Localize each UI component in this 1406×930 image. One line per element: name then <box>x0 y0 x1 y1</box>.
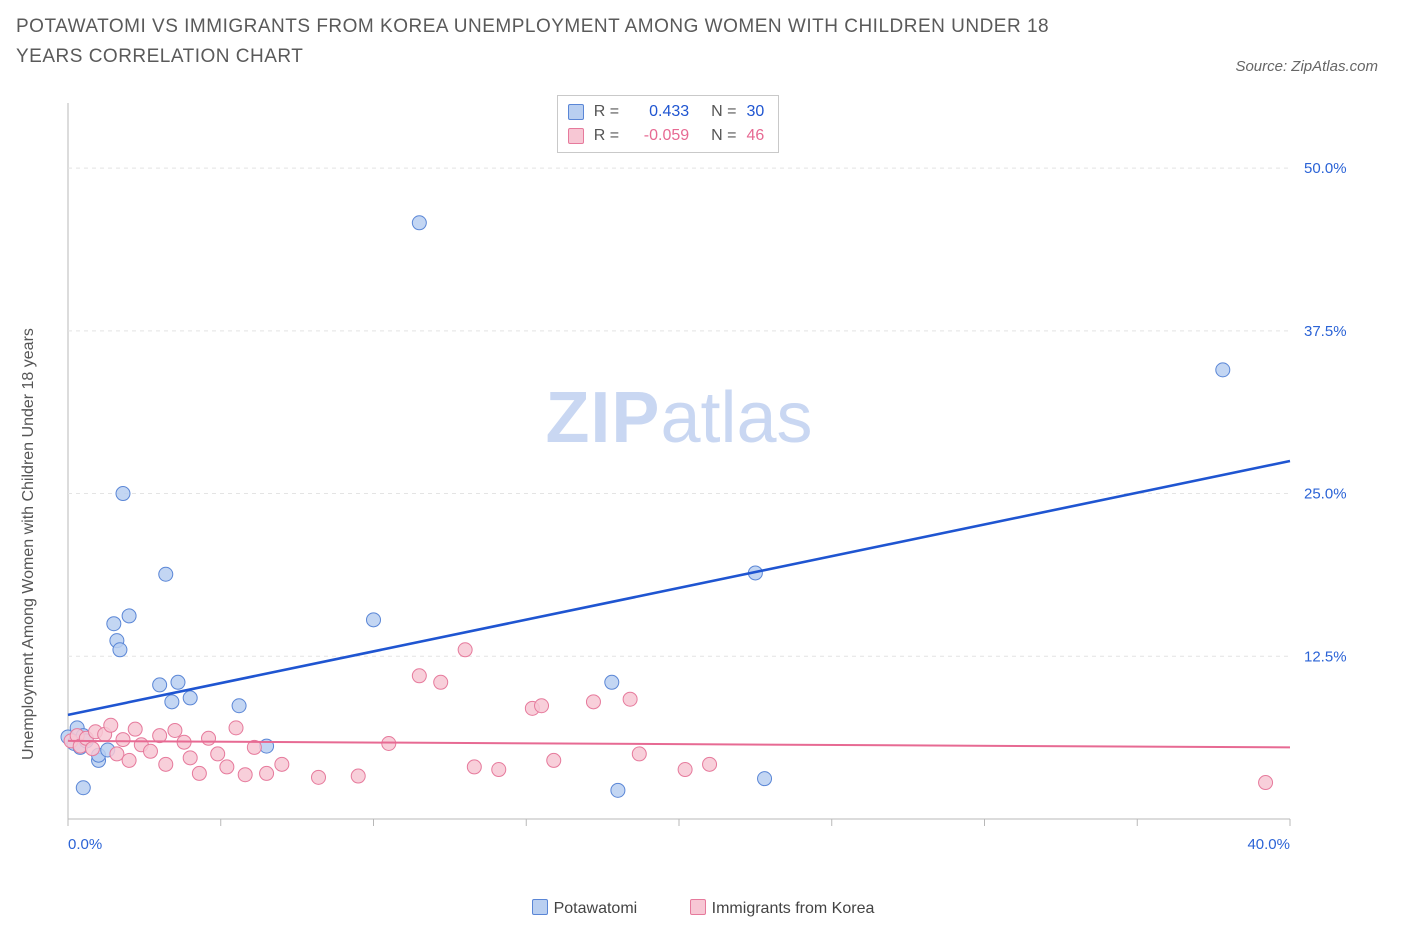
n-value-korea: 46 <box>746 124 764 148</box>
r-value-korea: -0.059 <box>629 124 689 148</box>
legend-label-korea: Immigrants from Korea <box>712 900 875 917</box>
svg-text:0.0%: 0.0% <box>68 836 102 853</box>
legend-row-potawatomi: R = 0.433 N = 30 <box>568 100 764 124</box>
legend-item-potawatomi: Potawatomi <box>532 900 642 917</box>
svg-text:12.5%: 12.5% <box>1304 648 1347 665</box>
series-legend: Potawatomi Immigrants from Korea <box>0 899 1406 918</box>
chart-svg: 0.0% 40.0% 12.5% 25.0% 37.5% 50.0% <box>60 95 1370 865</box>
correlation-legend: R = 0.433 N = 30 R = -0.059 N = 46 <box>557 95 779 153</box>
r-label: R = <box>594 100 619 124</box>
legend-item-korea: Immigrants from Korea <box>690 900 875 917</box>
n-label: N = <box>711 100 736 124</box>
svg-text:40.0%: 40.0% <box>1247 836 1290 853</box>
chart-title: POTAWATOMI VS IMMIGRANTS FROM KOREA UNEM… <box>16 12 1116 73</box>
swatch-korea <box>568 128 584 144</box>
swatch-korea <box>690 899 706 915</box>
legend-label-potawatomi: Potawatomi <box>554 900 638 917</box>
legend-row-korea: R = -0.059 N = 46 <box>568 124 764 148</box>
r-label: R = <box>594 124 619 148</box>
n-label: N = <box>711 124 736 148</box>
chart-plot-area: 0.0%40.0%12.5%25.0%37.5%50.0% ZIPatlas R… <box>60 95 1370 865</box>
svg-text:37.5%: 37.5% <box>1304 323 1347 340</box>
r-value-potawatomi: 0.433 <box>629 100 689 124</box>
svg-text:50.0%: 50.0% <box>1304 160 1347 177</box>
n-value-potawatomi: 30 <box>746 100 764 124</box>
swatch-potawatomi <box>532 899 548 915</box>
swatch-potawatomi <box>568 104 584 120</box>
y-axis-label: Unemployment Among Women with Children U… <box>20 328 38 760</box>
svg-text:25.0%: 25.0% <box>1304 486 1347 503</box>
source-attribution: Source: ZipAtlas.com <box>1235 58 1378 75</box>
